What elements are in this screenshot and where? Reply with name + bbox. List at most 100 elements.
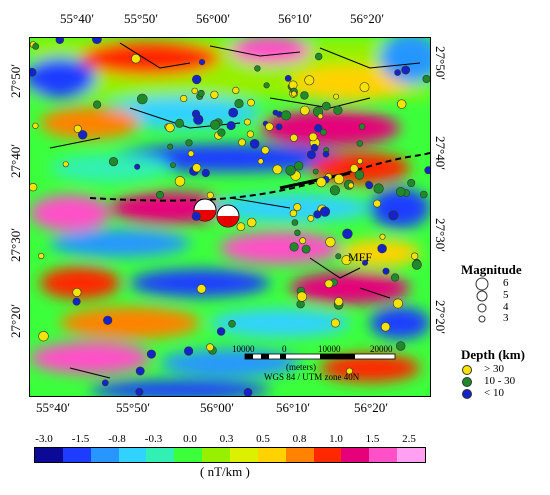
epicenter-dot — [419, 190, 428, 199]
top-lon-label: 56°00′ — [196, 11, 231, 26]
scale-tick: 10000 — [318, 344, 341, 354]
epicenter-dot — [317, 113, 324, 120]
colorbar-tick-label: 1.5 — [365, 433, 380, 445]
left-lat-label: 27°40′ — [8, 143, 23, 178]
epicenter-dot — [396, 341, 406, 351]
epicenter-dot — [247, 217, 257, 228]
epicenter-dot — [167, 143, 174, 150]
epicenter-dot — [216, 327, 226, 336]
top-lon-label: 55°50′ — [124, 11, 159, 26]
colorbar-segment — [118, 448, 147, 462]
epicenter-dot — [284, 75, 292, 82]
epicenter-dot — [77, 130, 88, 140]
epicenter-dot — [380, 322, 391, 332]
colorbar-segment — [174, 448, 203, 462]
epicenter-dot — [196, 284, 207, 294]
epicenter-dot — [175, 118, 185, 128]
colorbar-segment — [230, 448, 258, 462]
colorbar-segment — [341, 448, 370, 462]
epicenter-dot — [108, 156, 119, 167]
epicenter-dot — [382, 267, 390, 275]
magnitude-item: 3 — [503, 312, 509, 324]
colorbar-tick-label: 2.5 — [402, 433, 416, 445]
epicenter-dot — [321, 101, 331, 111]
depth-legend-title: Depth (km) — [461, 347, 525, 362]
epicenter-dot — [243, 388, 253, 396]
map-canvas — [30, 38, 430, 396]
scale-projection: WGS 84 / UTM zone 40N — [264, 372, 360, 382]
epicenter-dot — [289, 209, 298, 218]
colorbar-segment — [35, 448, 63, 462]
epicenter-dot — [365, 181, 374, 190]
epicenter-dot — [198, 59, 206, 66]
epicenter-dot — [206, 191, 214, 199]
epicenter-dot — [217, 128, 226, 137]
left-lat-label: 27°50′ — [8, 63, 23, 98]
depth-dot-deep — [462, 365, 472, 375]
epicenter-dot — [32, 122, 39, 129]
epicenter-dot — [62, 161, 69, 168]
top-lon-label: 56°10′ — [278, 11, 313, 26]
epicenter-dot — [187, 150, 195, 157]
epicenter-dot — [333, 174, 345, 185]
epicenter-dot — [322, 150, 330, 158]
epicenter-dot — [243, 118, 251, 126]
depth-item: > 30 — [484, 363, 504, 375]
epicenter-dot — [307, 214, 315, 222]
fault-label: MFF — [348, 250, 373, 264]
top-lon-label: 56°20′ — [350, 11, 385, 26]
epicenter-dot — [289, 133, 298, 142]
epicenter-dot — [236, 222, 246, 231]
epicenter-dot — [333, 105, 343, 115]
magnitude-item: 4 — [503, 301, 509, 313]
colorbar-segment — [90, 448, 119, 462]
colorbar-ticks: -3.0 -1.5 -0.8 -0.3 0.0 0.3 0.5 0.8 1.0 1.5 2.5 — [34, 433, 424, 447]
epicenter-dot — [272, 164, 283, 175]
magnitude-symbols — [475, 277, 489, 323]
epicenter-dot — [296, 291, 308, 302]
epicenter-dot — [325, 237, 336, 248]
right-lat-label: 27°20′ — [433, 300, 448, 335]
epicenter-dot — [281, 110, 292, 121]
epicenter-dot — [184, 346, 194, 356]
right-lat-label: 27°30′ — [433, 218, 448, 253]
epicenter-dot — [392, 298, 403, 309]
epicenter-dot — [342, 228, 353, 240]
epicenter-dot — [165, 122, 175, 133]
scale-unit: (meters) — [286, 362, 316, 372]
epicenter-dot — [263, 82, 270, 89]
epicenter-dot — [275, 123, 283, 131]
epicenter-dot — [135, 366, 145, 376]
magnitude-item: 6 — [503, 277, 509, 289]
colorbar-tick-label: 0.5 — [256, 433, 270, 445]
colorbar-segment — [146, 448, 175, 462]
epicenter-dot — [411, 252, 419, 260]
epicenter-dot — [191, 87, 198, 95]
epicenter-dot — [72, 297, 81, 306]
colorbar-segment — [369, 448, 398, 462]
epicenter-dot — [180, 94, 188, 103]
epicenter-dot — [373, 199, 381, 208]
magnetic-anomaly-map[interactable]: MFF 10000 0 10000 20000 (meters) WGS 84 … — [29, 37, 431, 397]
epicenter-dot — [206, 343, 214, 352]
epicenter-dot — [234, 98, 244, 109]
earthquake-epicenters — [30, 38, 430, 396]
colorbar-tick-label: -1.5 — [71, 433, 90, 445]
epicenter-dot — [246, 130, 254, 138]
right-lat-label: 27°40′ — [433, 136, 448, 171]
colorbar-unit: ( nT/km ) — [200, 464, 250, 479]
epicenter-dot — [32, 42, 40, 50]
epicenter-dot — [55, 38, 64, 44]
epicenter-dot — [314, 123, 323, 133]
epicenter-dot — [373, 183, 384, 194]
left-lat-label: 27°20′ — [8, 303, 23, 338]
epicenter-dot — [228, 319, 236, 328]
left-lat-label: 27°30′ — [8, 227, 23, 262]
epicenter-dot — [294, 229, 301, 237]
depth-item: 10 - 30 — [484, 375, 516, 387]
epicenter-dot — [201, 168, 210, 178]
epicenter-dot — [72, 287, 82, 297]
epicenter-dot — [401, 65, 411, 75]
epicenter-dot — [315, 52, 323, 61]
epicenter-dot — [301, 244, 311, 254]
